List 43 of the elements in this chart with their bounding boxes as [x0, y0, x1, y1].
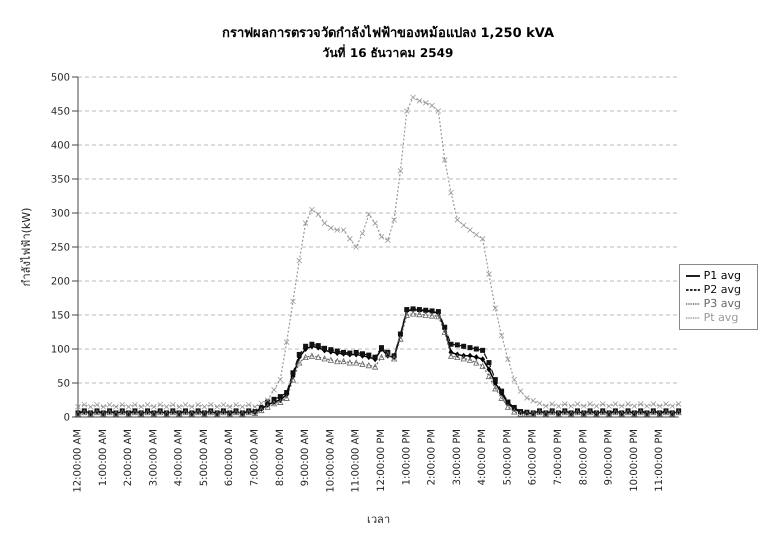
- legend-label: Pt avg: [704, 311, 738, 324]
- x-tick-label: 9:00:00 PM: [604, 429, 615, 486]
- x-tick-label: 3:00:00 PM: [452, 429, 463, 486]
- x-tick-label: 1:00:00 AM: [98, 429, 109, 486]
- y-tick-label: 350: [50, 174, 70, 186]
- x-tick-label: 12:00:00 AM: [72, 429, 84, 493]
- x-tick-label: 2:00:00 AM: [123, 429, 134, 486]
- x-axis-title: เวลา: [366, 513, 390, 526]
- y-tick-label: 0: [64, 412, 70, 424]
- y-tick-label: 150: [50, 310, 70, 322]
- y-tick-label: 400: [50, 140, 70, 152]
- y-tick-label: 200: [50, 276, 70, 288]
- x-tick-label: 9:00:00 AM: [300, 429, 312, 486]
- x-tick-label: 8:00:00 PM: [578, 429, 590, 486]
- x-tick-label: 2:00:00 PM: [426, 429, 438, 486]
- legend-label: P1 avg: [704, 269, 741, 282]
- x-tick-label: 5:00:00 PM: [502, 429, 514, 486]
- legend-label: P2 avg: [704, 283, 741, 296]
- legend-label: P3 avg: [704, 297, 741, 310]
- y-axis-title: กำลังไฟฟ้า(kW): [20, 208, 33, 286]
- y-tick-label: 100: [50, 344, 70, 356]
- x-tick-label: 3:00:00 AM: [148, 429, 160, 486]
- x-tick-label: 4:00:00 PM: [477, 429, 488, 486]
- y-tick-label: 50: [57, 378, 70, 390]
- y-tick-label: 450: [50, 106, 70, 118]
- x-tick-label: 8:00:00 AM: [274, 429, 286, 486]
- x-tick-label: 7:00:00 AM: [250, 429, 261, 486]
- y-tick-label: 500: [50, 72, 70, 84]
- chart-title: กราฟผลการตรวจวัดกำลังไฟฟ้าของหม้อแปลง 1,250 kVA: [220, 24, 556, 43]
- x-tick-label: 11:00:00 PM: [654, 429, 666, 492]
- x-tick-label: 10:00:00 PM: [628, 429, 640, 492]
- x-tick-label: 12:00:00 PM: [376, 429, 387, 492]
- x-tick-label: 5:00:00 AM: [198, 429, 210, 486]
- x-tick-label: 4:00:00 AM: [174, 429, 185, 486]
- x-tick-label: 1:00:00 PM: [401, 429, 412, 486]
- y-tick-label: 300: [50, 208, 70, 220]
- y-tick-label: 250: [50, 242, 70, 254]
- x-tick-label: 11:00:00 AM: [350, 429, 362, 493]
- x-tick-label: 7:00:00 PM: [553, 429, 564, 486]
- x-tick-label: 10:00:00 AM: [325, 429, 336, 493]
- x-tick-label: 6:00:00 PM: [528, 429, 539, 486]
- chart-subtitle: วันที่ 16 ธันวาคม 2549: [322, 43, 454, 62]
- x-tick-label: 6:00:00 AM: [224, 429, 236, 486]
